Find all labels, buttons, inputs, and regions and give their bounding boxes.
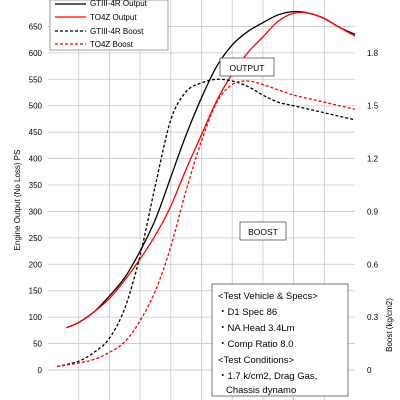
y-tick-label: 400 bbox=[29, 155, 43, 164]
test-specs-box: <Test Vehicle & Specs> ・D1 Spec 86 ・NA H… bbox=[211, 283, 349, 397]
spec-line-3: ・NA Head 3.4Lm bbox=[218, 323, 295, 334]
y-tick-label: 0 bbox=[38, 366, 43, 375]
y-tick-label: 350 bbox=[29, 181, 43, 190]
spec-line-4: ・Comp Ratio 8.0 bbox=[218, 339, 294, 350]
y-tick-label: 600 bbox=[29, 49, 43, 58]
legend: GTIII-4R Output TO4Z Output GTIII-4R Boo… bbox=[49, 0, 169, 51]
y-tick-label: 150 bbox=[29, 287, 43, 296]
y2-tick-label: 0.9 bbox=[367, 207, 379, 216]
y2-tick-label: 0.3 bbox=[367, 313, 379, 322]
output-annotation-box bbox=[219, 57, 275, 77]
y-tick-label: 500 bbox=[29, 102, 43, 111]
y-tick-label: 550 bbox=[29, 75, 43, 84]
legend-label-to4z-output: TO4Z Output bbox=[90, 13, 137, 22]
series-line-to4z-output bbox=[66, 11, 356, 329]
y-tick-label: 100 bbox=[29, 313, 43, 322]
legend-box bbox=[49, 0, 169, 51]
spec-line-7: Chassis dynamo bbox=[226, 385, 296, 396]
y-axis-label: Engine Output (No Loss) PS bbox=[13, 150, 22, 251]
output-annotation: OUTPUT bbox=[219, 57, 275, 77]
series-line-to4z-boost bbox=[57, 80, 356, 368]
boost-annotation-box bbox=[239, 221, 287, 241]
legend-label-to4z-boost: TO4Z Boost bbox=[90, 40, 134, 49]
test-specs-frame bbox=[211, 283, 349, 397]
boost-annotation-label: BOOST bbox=[248, 227, 278, 237]
y2-tick-label: 1.8 bbox=[367, 49, 379, 58]
y2-tick-label: 0.6 bbox=[367, 260, 379, 269]
y2-tick-label: 1.5 bbox=[367, 102, 379, 111]
legend-label-gtiii-output: GTIII-4R Output bbox=[90, 0, 148, 8]
spec-line-2: ・D1 Spec 86 bbox=[218, 307, 277, 318]
y2-axis-ticks: 0 0.3 0.6 0.9 1.2 1.5 1.8 bbox=[367, 49, 379, 375]
y-tick-label: 650 bbox=[29, 22, 43, 31]
boost-annotation: BOOST bbox=[239, 221, 287, 241]
spec-line-6: ・1.7 k/cm2, Drag Gas, bbox=[218, 371, 317, 382]
series-lines bbox=[57, 10, 356, 368]
y2-axis-label: Boost (kg/cm2) bbox=[385, 298, 394, 352]
y-tick-label: 450 bbox=[29, 128, 43, 137]
y2-tick-label: 0 bbox=[367, 366, 372, 375]
spec-line-5: <Test Conditions> bbox=[218, 355, 294, 366]
y-tick-label: 300 bbox=[29, 207, 43, 216]
y2-tick-label: 1.2 bbox=[367, 155, 379, 164]
y-axis-ticks: 0 50 100 150 200 250 300 350 400 450 500 550 600 650 bbox=[29, 22, 43, 375]
y-tick-label: 200 bbox=[29, 260, 43, 269]
y-tick-label: 50 bbox=[33, 340, 42, 349]
legend-label-gtiii-boost: GTIII-4R Boost bbox=[90, 27, 144, 36]
spec-line-1: <Test Vehicle & Specs> bbox=[218, 291, 318, 302]
output-annotation-label: OUTPUT bbox=[230, 63, 265, 73]
series-line-gtiii-4r-boost bbox=[57, 78, 356, 368]
y-tick-label: 250 bbox=[29, 234, 43, 243]
